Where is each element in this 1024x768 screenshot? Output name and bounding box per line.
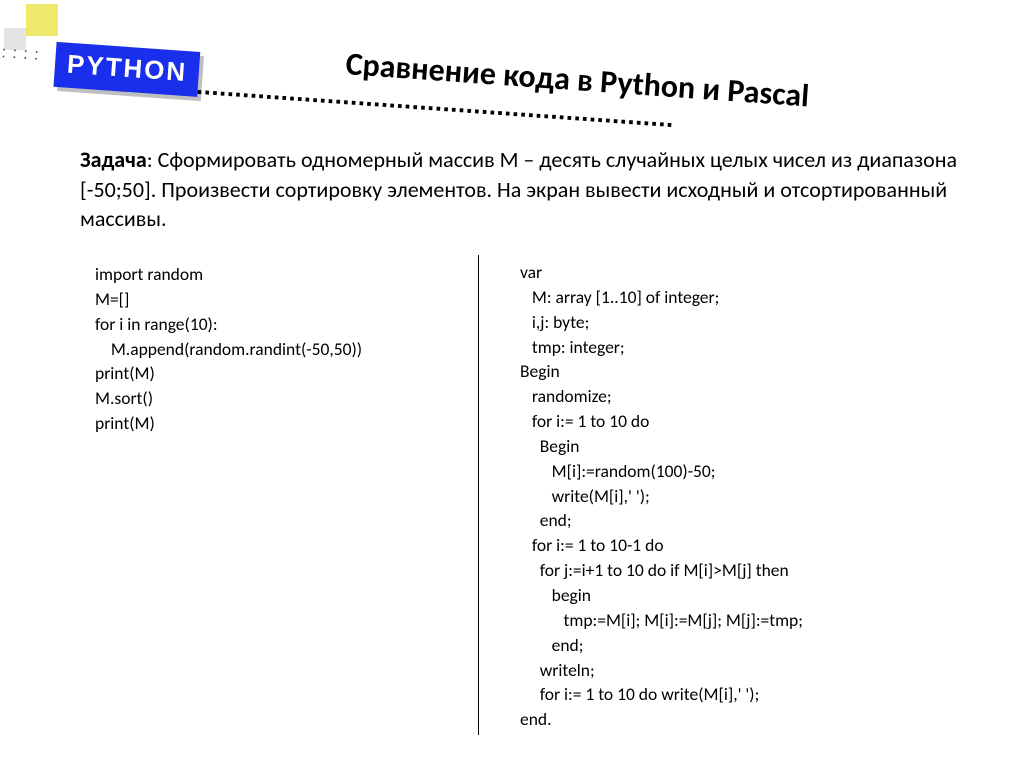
task-text: : Сформировать одномерный массив M – дес… (80, 146, 957, 232)
task-label: Задача (80, 146, 147, 173)
pascal-code: var M: array [1..10] of integer; i,j: by… (520, 260, 803, 732)
python-code: import random M=[] for i in range(10): M… (95, 262, 362, 436)
dots-small: : : : : : (0, 43, 40, 64)
task-block: Задача: Сформировать одномерный массив M… (80, 145, 960, 234)
python-tag: PYTHON (53, 42, 200, 97)
column-divider (478, 255, 479, 735)
